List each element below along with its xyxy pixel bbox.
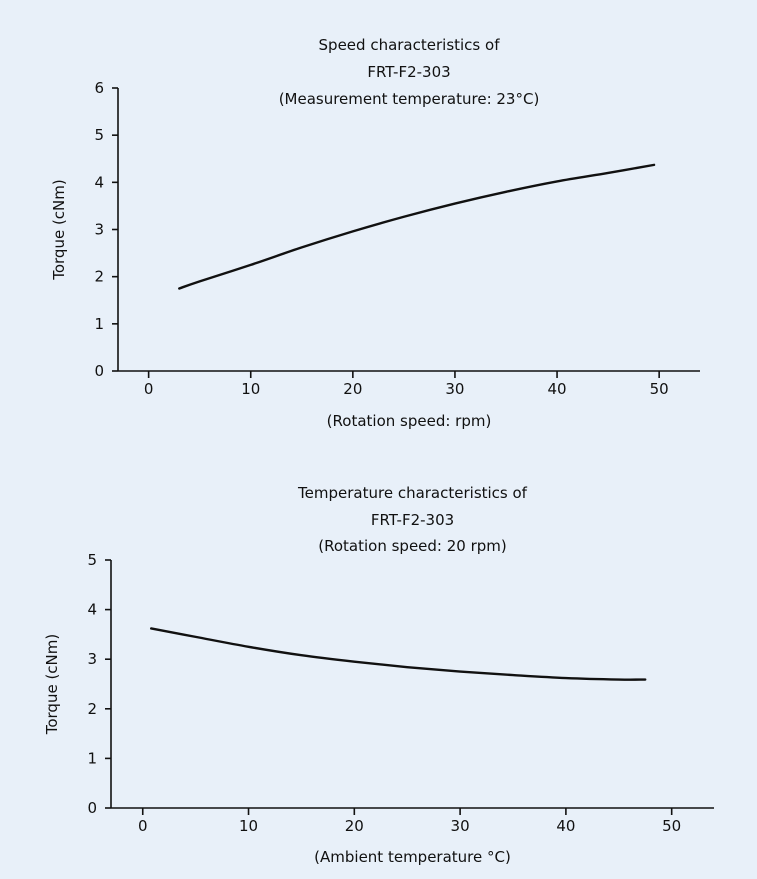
- temperature-characteristics-chart: Temperature characteristics of FRT-F2-303…: [43, 484, 714, 866]
- y-tick-label: 5: [94, 126, 104, 144]
- y-tick-label: 2: [94, 268, 104, 286]
- y-tick-label: 2: [87, 700, 97, 718]
- x-axis-title: (Ambient temperature °C): [314, 848, 511, 866]
- y-tick-label: 1: [94, 315, 104, 333]
- torque-series-line: [150, 627, 647, 681]
- y-tick-label: 6: [94, 79, 104, 97]
- x-axis-title: (Rotation speed: rpm): [327, 412, 492, 430]
- y-axis-title: Torque (cNm): [50, 179, 68, 281]
- x-tick-label: 50: [650, 380, 669, 398]
- x-tick-label: 20: [345, 817, 364, 835]
- x-tick-label: 40: [556, 817, 575, 835]
- y-tick-label: 5: [87, 551, 97, 569]
- x-tick-label: 50: [662, 817, 681, 835]
- chart-title-line: Speed characteristics of: [319, 36, 501, 54]
- x-tick-label: 10: [239, 817, 258, 835]
- y-tick-label: 4: [94, 173, 104, 191]
- y-tick-label: 3: [94, 221, 104, 239]
- speed-characteristics-chart: Speed characteristics of FRT-F2-303 (Measu…: [50, 36, 700, 430]
- y-tick-label: 3: [87, 650, 97, 668]
- y-tick-label: 1: [87, 749, 97, 767]
- x-tick-label: 30: [451, 817, 470, 835]
- chart-title-line: FRT-F2-303: [371, 511, 454, 529]
- x-tick-label: 0: [144, 380, 154, 398]
- chart-title-line: FRT-F2-303: [367, 63, 450, 81]
- x-tick-label: 20: [343, 380, 362, 398]
- y-tick-label: 0: [94, 362, 104, 380]
- x-tick-label: 30: [445, 380, 464, 398]
- chart-title-line: Temperature characteristics of: [297, 484, 528, 502]
- torque-series-line: [178, 163, 656, 290]
- x-tick-label: 0: [138, 817, 148, 835]
- y-axis-title: Torque (cNm): [43, 634, 61, 736]
- chart-title-line: (Measurement temperature: 23°C): [279, 90, 540, 108]
- x-tick-label: 10: [241, 380, 260, 398]
- y-tick-label: 0: [87, 799, 97, 817]
- chart-title-line: (Rotation speed: 20 rpm): [318, 537, 507, 555]
- x-tick-label: 40: [548, 380, 567, 398]
- y-tick-label: 4: [87, 601, 97, 619]
